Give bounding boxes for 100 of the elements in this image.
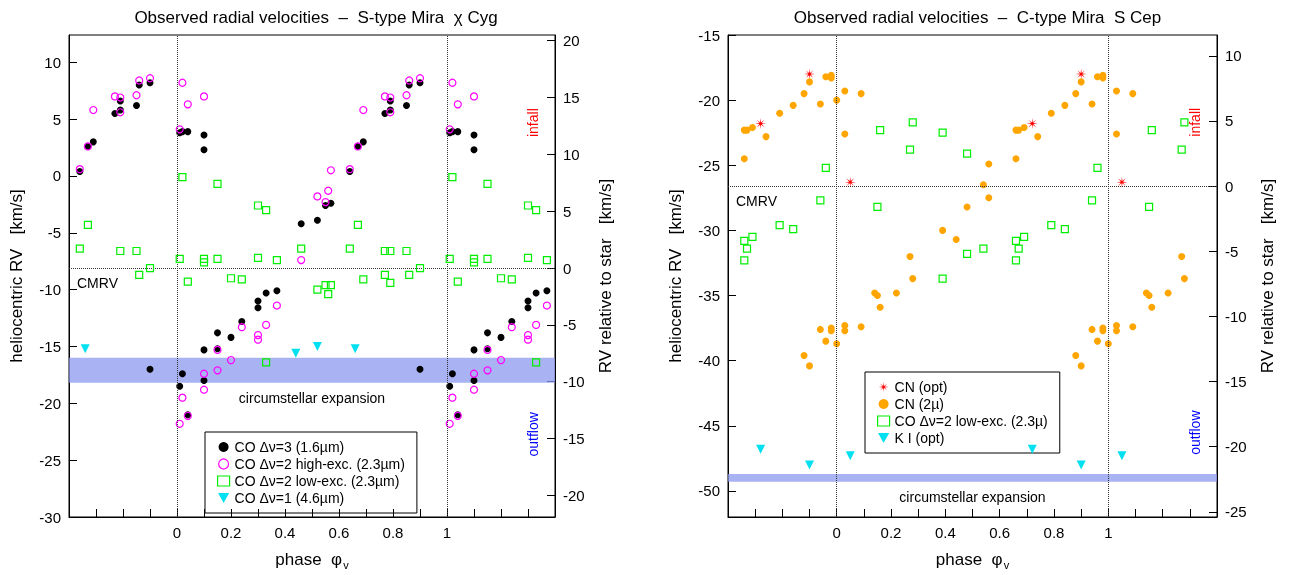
point: [445, 254, 454, 264]
point: [448, 370, 456, 378]
point: [253, 253, 263, 262]
point: [326, 280, 335, 290]
point: [816, 196, 825, 205]
annotation: outflow: [525, 411, 541, 457]
point: [484, 329, 491, 337]
point: [262, 358, 271, 367]
annotation: infall: [525, 108, 541, 138]
legend-label: K I (opt): [894, 430, 945, 446]
y2-tick-label: -25: [1225, 503, 1247, 521]
point: [1011, 256, 1021, 265]
point: [321, 198, 330, 207]
point: [199, 92, 209, 101]
point: [542, 301, 551, 310]
legend-label: CN (opt): [894, 379, 948, 395]
point: [237, 275, 246, 284]
point: [380, 270, 389, 279]
point: [226, 356, 236, 365]
point: [748, 232, 757, 242]
point: [89, 105, 98, 115]
point: [415, 263, 425, 273]
legend-label: CO Δν=3 (1.6µm): [234, 439, 345, 455]
point: [89, 138, 97, 146]
point: [321, 280, 330, 290]
point: [876, 126, 885, 135]
point: [496, 274, 506, 283]
point: [448, 393, 457, 402]
x-tick-label: 1: [442, 524, 452, 541]
point: [297, 220, 305, 228]
point: [1020, 232, 1029, 242]
y-tick-label: -15: [39, 337, 61, 355]
x-tick-label: 0.6: [328, 524, 350, 541]
point: [253, 335, 263, 344]
point: [313, 216, 321, 224]
y2-tick-label: 20: [563, 32, 580, 50]
legend-label: CO Δν=2 low-exc. (2.3µ): [894, 413, 1048, 429]
point: [1093, 163, 1102, 172]
point: [483, 254, 492, 264]
point: [1047, 221, 1056, 230]
point: [469, 258, 479, 267]
point: [178, 173, 187, 182]
point: [453, 100, 462, 109]
point: [405, 76, 414, 85]
x-tick-label: 0.8: [382, 524, 404, 541]
annotation: infall: [1187, 107, 1203, 137]
point: [178, 370, 186, 378]
point: [1014, 244, 1023, 253]
point: [297, 255, 306, 265]
chart-title: Observed radial velocities – C-type Mira S Cep: [793, 8, 1162, 27]
point: [183, 100, 192, 109]
point: [1177, 145, 1186, 154]
point: [523, 253, 533, 262]
point: [359, 105, 368, 115]
y-tick-label: -30: [698, 221, 720, 239]
point: [507, 275, 516, 284]
point: [262, 205, 271, 215]
point: [938, 128, 947, 137]
y2-tick-label: 5: [563, 202, 572, 220]
point: [83, 220, 92, 229]
point: [938, 274, 947, 283]
point: [844, 176, 856, 188]
point: [483, 179, 492, 189]
point: [1087, 196, 1097, 205]
point: [146, 365, 154, 373]
point: [353, 220, 362, 229]
point: [1180, 118, 1189, 127]
point: [416, 365, 424, 373]
y-tick-label: -20: [698, 91, 720, 109]
point: [805, 460, 814, 470]
x-tick-label: 0: [172, 524, 182, 541]
legend-label: CO Δν=2 high-exc. (2.3µm): [234, 456, 405, 472]
point: [740, 256, 749, 265]
point: [1011, 236, 1021, 245]
point: [445, 419, 454, 428]
x-tick-label: 0.2: [220, 524, 242, 541]
x-tick-label: 0.6: [989, 524, 1011, 541]
point: [470, 146, 478, 154]
point: [469, 254, 479, 264]
point: [350, 344, 360, 354]
point: [962, 249, 972, 258]
point: [183, 277, 192, 286]
point: [532, 358, 541, 367]
point: [755, 118, 767, 130]
point: [789, 225, 798, 234]
y-tick-label: 0: [52, 167, 61, 185]
y-tick-label: -25: [698, 156, 720, 174]
y2-tick-label: -5: [563, 316, 577, 334]
point: [448, 78, 457, 87]
point: [446, 382, 454, 390]
point: [524, 304, 532, 312]
point: [496, 356, 506, 365]
point: [175, 254, 184, 264]
y-tick-label: 5: [52, 110, 61, 128]
point: [132, 91, 141, 100]
point: [213, 366, 222, 375]
point: [116, 246, 125, 256]
point: [740, 236, 749, 245]
point: [905, 145, 915, 154]
y2-tick-label: -15: [1225, 373, 1247, 391]
